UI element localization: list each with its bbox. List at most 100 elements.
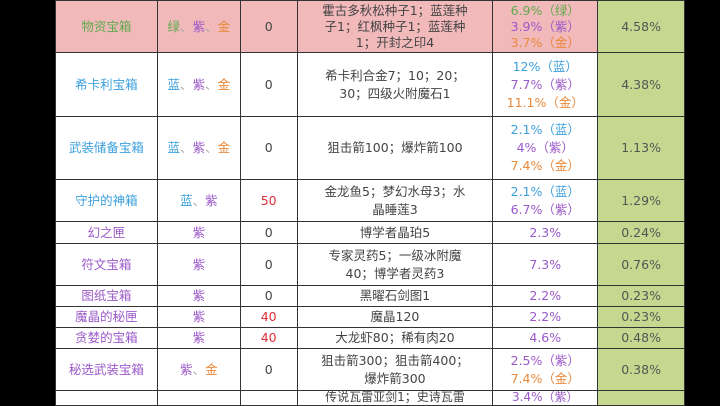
total-rate-cell[interactable]: 4.38%: [597, 52, 685, 117]
total-rate-cell[interactable]: [597, 390, 685, 406]
chest-name: 武装储备宝箱: [68, 140, 144, 155]
quality-cell[interactable]: 紫: [156, 221, 241, 244]
total-rate-cell[interactable]: 0.48%: [597, 327, 685, 349]
chest-name-cell[interactable]: 秘选武装宝箱: [55, 348, 158, 391]
cost-cell[interactable]: 0: [239, 243, 298, 286]
contents-line: 魔晶120: [370, 309, 420, 324]
quality-cell[interactable]: 紫: [156, 285, 241, 307]
drop-rate-cell[interactable]: 2.1%（蓝） 6.7%（紫）: [492, 179, 599, 222]
chest-name-cell[interactable]: 符文宝箱: [55, 243, 158, 286]
drop-rate-cell[interactable]: 4.6%: [492, 327, 599, 349]
total-rate: 0.23%: [621, 288, 661, 303]
drop-rate-cell[interactable]: 2.2%: [492, 306, 599, 328]
drop-rate-cell[interactable]: 7.3%: [492, 243, 599, 286]
total-rate-cell[interactable]: 1.13%: [597, 116, 685, 180]
quality-label: 紫: [192, 288, 206, 303]
chest-name-cell[interactable]: 希卡利宝箱: [55, 52, 158, 117]
total-rate-cell[interactable]: 0.76%: [597, 243, 685, 286]
quality-label: 紫: [192, 140, 206, 155]
drop-rate-cell[interactable]: 12%（蓝） 7.7%（紫） 11.1%（金）: [492, 52, 599, 117]
drop-rate-cell[interactable]: 6.9%（绿） 3.9%（紫） 3.7%（金）: [492, 0, 599, 53]
cost-value: 0: [264, 140, 273, 155]
drop-rate: 7.7%（紫）: [510, 76, 580, 92]
cost-cell[interactable]: 40: [239, 306, 298, 328]
chest-name-cell[interactable]: 武装储备宝箱: [55, 116, 158, 180]
cost-cell[interactable]: 0: [239, 116, 298, 180]
drop-rate-cell[interactable]: 2.1%（蓝） 4%（紫） 7.4%（金）: [492, 116, 599, 180]
cost-cell[interactable]: 0: [239, 285, 298, 307]
table-row: 秘选武装宝箱 紫、金 0 狙击箭300；狙击箭400； 爆炸箭300 2.5%（紫） 7.4…: [55, 348, 685, 391]
quality-cell[interactable]: 蓝、紫: [156, 179, 241, 222]
contents-cell[interactable]: 专家灵药5；一级冰附魔 40；博学者灵药3: [296, 243, 494, 286]
drop-rate: 4%（紫）: [516, 140, 574, 155]
contents-cell[interactable]: 希卡利合金7；10；20； 30；四级火附魔石1: [296, 52, 494, 117]
chest-name-cell[interactable]: 图纸宝箱: [55, 285, 158, 307]
cost-cell[interactable]: 0: [239, 221, 298, 244]
contents-cell[interactable]: 狙击箭100；爆炸箭100: [296, 116, 494, 180]
quality-cell[interactable]: 紫: [156, 243, 241, 286]
chest-name-cell[interactable]: [55, 390, 158, 406]
contents-cell[interactable]: 狙击箭300；狙击箭400； 爆炸箭300: [296, 348, 494, 391]
contents-cell[interactable]: 传说瓦雷亚剑1；史诗瓦雷: [296, 390, 494, 406]
table-row: 图纸宝箱 紫 0 黑曜石剑图1 2.2% 0.23%: [55, 285, 685, 307]
contents-cell[interactable]: 霍古多秋松种子1；蓝莲种 子1；红枫种子1；蓝莲种 1；开封之印4: [296, 0, 494, 53]
total-rate-cell[interactable]: 1.29%: [597, 179, 685, 222]
separator: 、: [205, 18, 218, 34]
drop-rate-cell[interactable]: 2.3%: [492, 221, 599, 244]
quality-cell[interactable]: 绿、紫、金: [156, 0, 241, 53]
cost-cell[interactable]: 0: [239, 52, 298, 117]
quality-cell[interactable]: 紫、金: [156, 348, 241, 391]
separator: 、: [180, 76, 193, 92]
total-rate-cell[interactable]: 0.38%: [597, 348, 685, 391]
chest-name-cell[interactable]: 幻之匣: [55, 221, 158, 244]
cost-value: 50: [260, 192, 277, 208]
table-row: 希卡利宝箱 蓝、紫、金 0 希卡利合金7；10；20； 30；四级火附魔石1 12%（蓝）…: [55, 52, 685, 117]
contents-line: 40；博学者灵药3: [345, 265, 445, 281]
drop-rate: 7.4%（金）: [510, 370, 580, 386]
chest-name-cell[interactable]: 贪婪的宝箱: [55, 327, 158, 349]
separator: 、: [192, 361, 206, 377]
cost-cell[interactable]: 50: [239, 179, 298, 222]
quality-label: 紫: [192, 309, 206, 324]
drop-rate-cell[interactable]: 3.4%（紫）: [492, 390, 599, 406]
contents-cell[interactable]: 博学者晶珀5: [296, 221, 494, 244]
chest-name-cell[interactable]: 守护的神箱: [55, 179, 158, 222]
contents-cell[interactable]: 金龙鱼5；梦幻水母3；水 晶睡莲3: [296, 179, 494, 222]
quality-cell[interactable]: [156, 390, 241, 406]
chest-name: 希卡利宝箱: [75, 76, 138, 92]
total-rate-cell[interactable]: 4.58%: [597, 0, 685, 53]
drop-rate-cell[interactable]: 2.2%: [492, 285, 599, 307]
chest-name: 贪婪的宝箱: [75, 330, 138, 345]
cost-cell[interactable]: [239, 390, 298, 406]
chest-name-cell[interactable]: 物资宝箱: [55, 0, 158, 53]
quality-label: 紫: [192, 76, 206, 92]
quality-cell[interactable]: 蓝、紫、金: [156, 52, 241, 117]
contents-line: 大龙虾80；稀有肉20: [335, 330, 455, 345]
contents-cell[interactable]: 魔晶120: [296, 306, 494, 328]
cost-value: 0: [264, 361, 273, 377]
contents-line: 霍古多秋松种子1；蓝莲种: [322, 2, 468, 18]
total-rate-cell[interactable]: 0.23%: [597, 306, 685, 328]
cost-cell[interactable]: 40: [239, 327, 298, 349]
contents-line: 爆炸箭300: [364, 370, 426, 386]
total-rate-cell[interactable]: 0.24%: [597, 221, 685, 244]
cost-value: 0: [264, 224, 273, 240]
separator: 、: [180, 18, 193, 34]
contents-line: 子1；红枫种子1；蓝莲种: [324, 18, 466, 34]
chest-name: 守护的神箱: [75, 192, 138, 208]
cost-cell[interactable]: 0: [239, 0, 298, 53]
cost-value: 0: [264, 288, 273, 303]
contents-line: 狙击箭300；狙击箭400；: [321, 352, 469, 368]
quality-cell[interactable]: 紫: [156, 327, 241, 349]
chest-name-cell[interactable]: 魔晶的秘匣: [55, 306, 158, 328]
drop-rate: 12%（蓝）: [512, 58, 578, 74]
contents-cell[interactable]: 黑曜石剑图1: [296, 285, 494, 307]
cost-cell[interactable]: 0: [239, 348, 298, 391]
quality-label: 紫: [192, 18, 206, 34]
contents-cell[interactable]: 大龙虾80；稀有肉20: [296, 327, 494, 349]
quality-cell[interactable]: 紫: [156, 306, 241, 328]
total-rate-cell[interactable]: 0.23%: [597, 285, 685, 307]
drop-rate-cell[interactable]: 2.5%（紫） 7.4%（金）: [492, 348, 599, 391]
quality-cell[interactable]: 蓝、紫、金: [156, 116, 241, 180]
drop-rate: 3.9%（紫）: [510, 18, 580, 34]
